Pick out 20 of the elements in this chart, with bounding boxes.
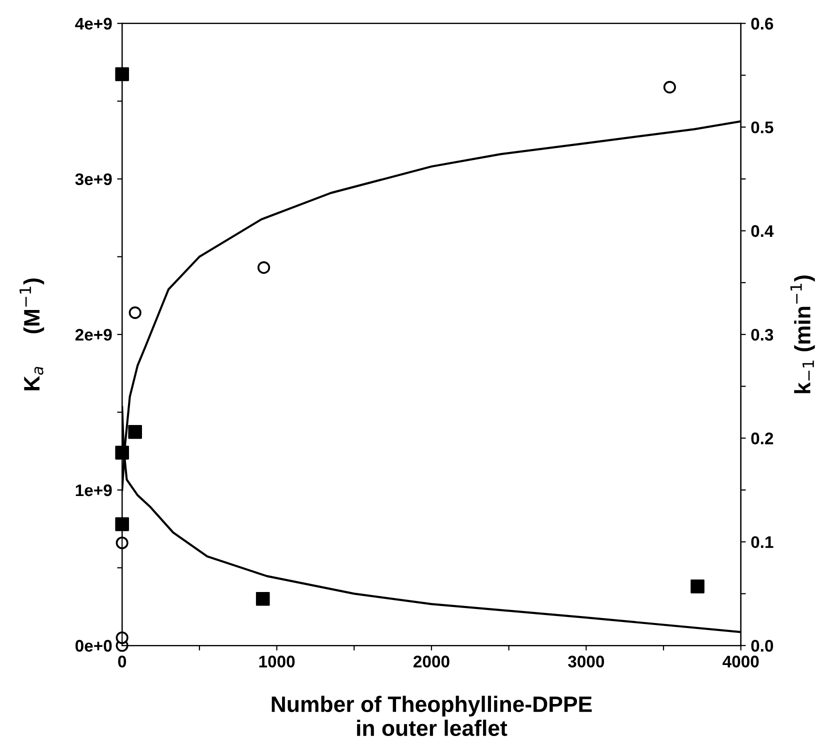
x-tick-label: 4000 — [722, 656, 759, 668]
x-tick-label: 2000 — [414, 656, 450, 668]
x-tick-label: 3000 — [568, 656, 604, 668]
x-axis-title: Number of Theophylline-DPPE in outer leaflet — [272, 696, 592, 736]
y2-tick-label: 0.2 — [751, 432, 774, 444]
y-tick-label: 1e+9 — [76, 484, 112, 496]
x-tick-label: 0 — [118, 656, 126, 668]
y-tick-label: 4e+9 — [75, 18, 112, 30]
y2-tick-label: 0.3 — [751, 328, 774, 341]
y2-tick-label: 0.6 — [751, 18, 774, 30]
y2-tick-label: 0.5 — [751, 121, 774, 134]
y-tick-label: 3e+9 — [75, 173, 112, 186]
y-tick-label: 2e+9 — [75, 328, 112, 341]
y2-tick-label: 0.1 — [751, 536, 774, 548]
text: K$_{a}$ (M$^{−1}$) — [20, 278, 44, 390]
y-tick-label: 0e+0 — [76, 640, 112, 652]
y2-axis-title: k$_{−1}$ (min$^{−1}$) — [790, 275, 815, 394]
y2-tick-label: 0.4 — [751, 225, 774, 237]
y2-tick-label: 0.0 — [751, 640, 774, 652]
x-tick-label: 1000 — [259, 656, 295, 668]
